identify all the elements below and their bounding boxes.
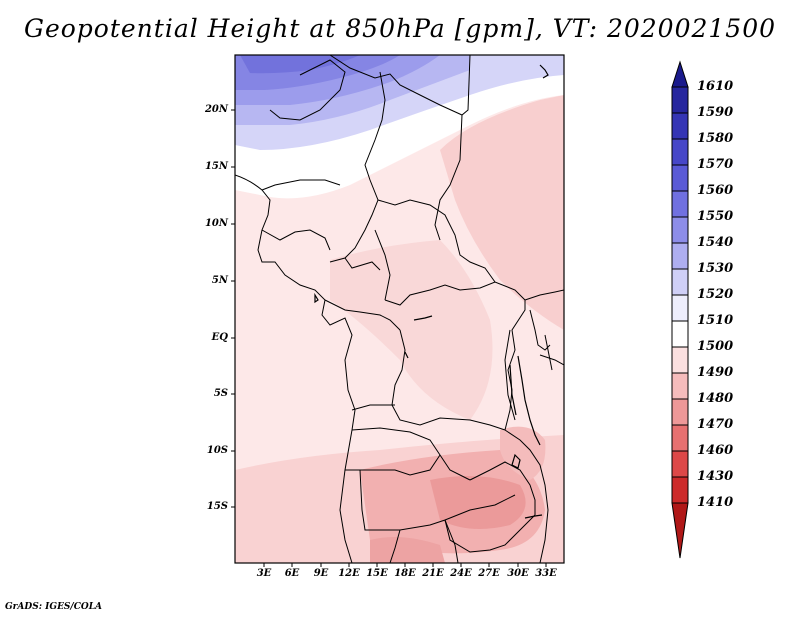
colorbar-segment (671, 112, 689, 140)
lon-label-24e: 24E (450, 568, 472, 579)
lon-label-27e: 27E (478, 568, 500, 579)
lon-label-18e: 18E (394, 568, 416, 579)
colorbar (671, 60, 689, 559)
colorbar-segment (671, 294, 689, 322)
lat-label-5s: 5S (213, 388, 228, 399)
colorbar-segment (671, 320, 689, 348)
lon-label-9e: 9E (313, 568, 329, 579)
colorbar-segment (671, 242, 689, 270)
colorbar-label: 1560 (697, 183, 734, 198)
colorbar-segment (671, 346, 689, 374)
colorbar-label: 1430 (697, 469, 734, 484)
grads-credit: GrADS: IGES/COLA (5, 602, 103, 612)
map-title: Geopotential Height at 850hPa [gpm], VT:… (23, 14, 777, 43)
lat-label-15s: 15S (206, 501, 228, 512)
colorbar-label: 1460 (697, 443, 734, 458)
lon-label-3e: 3E (256, 568, 272, 579)
lon-label-30e: 30E (507, 568, 529, 579)
colorbar-label: 1510 (697, 313, 734, 328)
country-borders (235, 55, 564, 563)
colorbar-label: 1410 (697, 495, 734, 510)
colorbar-segment (671, 164, 689, 192)
colorbar-label: 1530 (697, 261, 734, 276)
colorbar-label: 1570 (697, 157, 734, 172)
latitude-ticks (231, 109, 235, 508)
colorbar-label: 1470 (697, 417, 734, 432)
colorbar-label: 1480 (697, 391, 734, 406)
colorbar-label: 1550 (697, 209, 734, 224)
colorbar-segment (671, 86, 689, 114)
colorbar-segment (671, 450, 689, 478)
colorbar-segment (671, 138, 689, 166)
colorbar-segment (671, 372, 689, 400)
longitude-ticks (263, 563, 547, 567)
lat-label-10s: 10S (206, 445, 228, 456)
lon-label-33e: 33E (535, 568, 557, 579)
plot-frame (234, 54, 565, 564)
colorbar-label: 1580 (697, 131, 734, 146)
lon-label-6e: 6E (284, 568, 300, 579)
colorbar-label: 1520 (697, 287, 734, 302)
lat-label-eq: EQ (211, 332, 228, 343)
lat-label-15n: 15N (204, 161, 228, 172)
colorbar-label: 1590 (697, 105, 734, 120)
colorbar-segment (671, 268, 689, 296)
lon-label-12e: 12E (338, 568, 360, 579)
colorbar-segment (671, 476, 689, 504)
lakes (314, 64, 549, 519)
colorbar-segment (671, 216, 689, 244)
colorbar-segment (671, 398, 689, 426)
colorbar-label: 1540 (697, 235, 734, 250)
lat-label-20n: 20N (204, 104, 228, 115)
colorbar-segment (671, 424, 689, 452)
lat-label-10n: 10N (204, 218, 228, 229)
colorbar-label: 1490 (697, 365, 734, 380)
colorbar-label: 1500 (697, 339, 734, 354)
colorbar-segment (671, 60, 689, 88)
colorbar-segment (671, 502, 689, 559)
colorbar-label: 1610 (697, 79, 734, 94)
height-field (235, 55, 564, 563)
lat-label-5n: 5N (211, 275, 228, 286)
lon-label-21e: 21E (422, 568, 444, 579)
colorbar-segment (671, 190, 689, 218)
lon-label-15e: 15E (366, 568, 388, 579)
